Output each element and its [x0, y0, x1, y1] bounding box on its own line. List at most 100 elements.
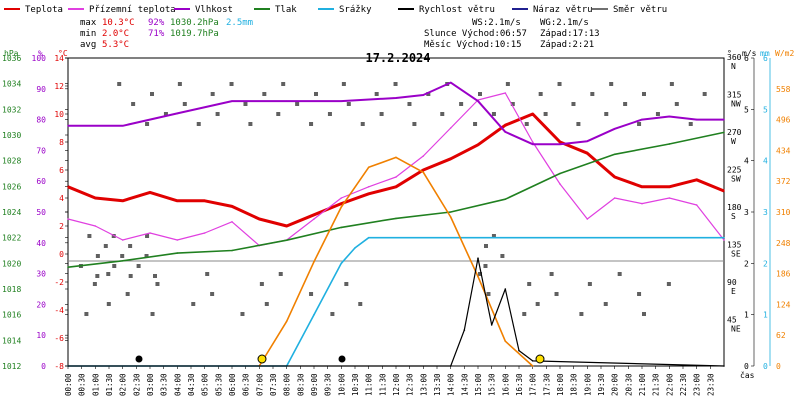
series-line-4	[68, 236, 724, 367]
series-point-1-1	[94, 225, 97, 227]
series-point-3-6	[395, 217, 397, 220]
tick-temp--2: -2	[54, 278, 64, 287]
tick-dir-name-S: S	[731, 212, 736, 221]
wind-dir-mark	[259, 282, 264, 286]
series-point-1-2	[121, 239, 124, 241]
wind-dir-mark	[358, 302, 363, 306]
wind-dir-mark	[554, 292, 559, 296]
x-tick-23:30: 23:30	[706, 373, 715, 396]
tick-pct-10: 10	[36, 331, 46, 340]
axis-labels: hPa% °C ° m/s mm W/m2	[4, 49, 794, 58]
astro-wg: WG:2.1m/s	[540, 18, 589, 28]
wind-dir-mark	[155, 282, 160, 286]
series-point-5-1	[285, 320, 288, 323]
series-point-1-14	[449, 127, 452, 129]
x-tick-21:30: 21:30	[652, 373, 661, 396]
wind-dir-mark	[153, 274, 157, 278]
series-point-0-12	[395, 186, 397, 188]
wind-dir-mark	[587, 282, 592, 286]
tick-temp-8: 8	[59, 138, 64, 147]
wind-dir-mark	[341, 82, 346, 86]
tick-temp-2: 2	[59, 222, 64, 231]
series-point-2-16	[668, 115, 671, 118]
x-tick-04:00: 04:00	[173, 373, 182, 396]
x-tick-20:00: 20:00	[611, 373, 620, 396]
tick-temp--6: -6	[54, 334, 64, 343]
tick-dir-deg-45: 45	[727, 316, 737, 325]
wind-dir-mark	[264, 302, 269, 306]
axis-label-mm: mm	[760, 49, 770, 58]
wind-dir-mark	[538, 92, 543, 96]
series-line-6	[68, 257, 725, 367]
wind-dir-mark	[210, 292, 215, 296]
stats-avg-label: avg	[80, 40, 96, 50]
tick-dir-name-SE: SE	[731, 250, 741, 259]
x-tick-18:30: 18:30	[570, 373, 579, 396]
series-point-4-6	[367, 236, 370, 239]
astro-moon-set: Západ:2:21	[540, 40, 594, 50]
series-point-2-11	[531, 143, 534, 146]
tick-wm2-0: 0	[776, 362, 781, 371]
wind-dir-mark	[557, 82, 562, 86]
axis-label-hpa: hPa	[4, 49, 19, 58]
series-point-5-2	[313, 260, 315, 263]
series-line-0	[67, 112, 725, 228]
x-tick-02:00: 02:00	[119, 373, 128, 396]
tick-temp-4: 4	[59, 194, 64, 203]
moonrise-icon	[338, 355, 346, 363]
series-point-1-20	[613, 197, 616, 199]
series-point-2-8	[449, 81, 452, 84]
wind-dir-mark	[484, 244, 488, 248]
series-point-0-8	[285, 225, 288, 227]
wind-dir-mark	[144, 254, 149, 258]
series-point-5-8	[477, 275, 479, 278]
series-point-1-11	[367, 186, 370, 188]
tick-dir-deg-135: 135	[727, 241, 742, 250]
series-point-1-23	[695, 204, 698, 206]
wind-dir-mark	[309, 292, 314, 296]
wind-dir-mark	[95, 274, 100, 278]
wind-dir-mark	[491, 112, 496, 116]
right-axes: 360N315NW270W225SW180S135SE90E45NE654321…	[727, 53, 791, 371]
wind-dir-mark	[642, 92, 646, 96]
series-point-1-3	[149, 232, 151, 234]
series-point-0-23	[695, 179, 698, 181]
wind-dir-mark	[478, 92, 482, 96]
tick-hpa-1018: 1018	[2, 285, 21, 294]
wind-dir-mark	[145, 122, 150, 126]
wind-dir-mark	[637, 292, 642, 296]
series	[67, 81, 725, 367]
series-point-2-6	[395, 97, 397, 99]
tick-hpa-1032: 1032	[2, 105, 21, 114]
tick-mm-4: 4	[763, 157, 768, 166]
tick-wm2-434: 434	[776, 146, 791, 155]
series-point-0-16	[504, 124, 507, 126]
wind-dir-mark	[182, 102, 187, 106]
series-point-2-15	[641, 118, 643, 121]
series-point-5-6	[422, 171, 425, 174]
wind-dir-mark	[150, 312, 155, 316]
tick-dir-name-N: N	[731, 62, 736, 71]
series-point-6-4	[490, 324, 493, 326]
wind-dir-mark	[278, 272, 283, 276]
tick-dir-name-W: W	[731, 137, 736, 146]
tick-mm-0: 0	[763, 362, 768, 371]
tick-pct-90: 90	[36, 85, 46, 94]
tick-pct-80: 80	[36, 116, 46, 125]
stats-max-label: max	[80, 18, 97, 28]
tick-ms-6: 6	[744, 54, 749, 63]
x-tick-03:30: 03:30	[160, 373, 169, 396]
series-point-5-10	[531, 365, 534, 367]
wind-dir-mark	[276, 112, 281, 116]
legend-label-6: Náraz větru	[533, 5, 593, 15]
wind-dir-mark	[459, 102, 464, 106]
tick-mm-5: 5	[763, 105, 768, 114]
wind-dir-mark	[243, 102, 248, 106]
tick-temp-12: 12	[54, 82, 64, 91]
series-point-0-13	[422, 169, 425, 171]
legend-label-4: Srážky	[339, 5, 372, 15]
series-point-1-22	[668, 197, 671, 199]
x-tick-01:30: 01:30	[105, 373, 114, 396]
x-tick-11:30: 11:30	[378, 373, 387, 396]
